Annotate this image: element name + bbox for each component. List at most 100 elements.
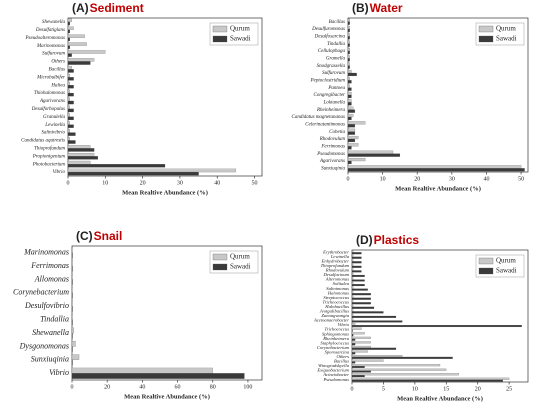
- bar: [347, 153, 401, 157]
- bar: [347, 84, 350, 88]
- bar: [351, 364, 441, 367]
- category-label: Thiohalomonas: [34, 91, 65, 96]
- bar: [351, 286, 354, 289]
- x-tick-label: 5: [382, 386, 385, 392]
- bar: [347, 50, 350, 55]
- title-text: Snail: [94, 229, 123, 243]
- category-label: Trichococcus: [325, 327, 350, 332]
- title-text: Water: [370, 1, 403, 15]
- category-label: Shewanella: [32, 328, 69, 337]
- bar: [71, 266, 73, 272]
- category-label: Rhodovulum: [325, 268, 350, 273]
- bar: [67, 156, 98, 160]
- bar: [347, 62, 350, 66]
- bar: [347, 28, 350, 33]
- category-label: Thioprofundum: [34, 146, 65, 151]
- bar: [347, 109, 356, 113]
- bar: [351, 282, 354, 285]
- category-label: Tricheococcus: [322, 299, 349, 304]
- x-tick-label: 20: [414, 176, 420, 182]
- bar: [351, 356, 453, 359]
- bar: [67, 42, 87, 46]
- bar: [67, 113, 70, 117]
- x-tick-label: 50: [518, 176, 524, 182]
- bar: [347, 143, 359, 147]
- bar: [347, 55, 350, 59]
- legend-swatch: [478, 35, 494, 43]
- category-label: Sphingomonas: [322, 331, 349, 336]
- legend-label: Sawadi: [496, 35, 517, 43]
- category-label: Sunxiuqinia: [321, 166, 345, 171]
- bar: [67, 89, 70, 94]
- x-axis-label: Mean Realtive Abundance (%): [122, 189, 208, 196]
- bar: [347, 124, 356, 128]
- category-label: Photobacterium: [32, 162, 66, 167]
- bar: [351, 334, 354, 337]
- category-label: Erythrobacter: [322, 249, 349, 254]
- category-label: Loktanella: [323, 100, 346, 105]
- bar: [351, 268, 354, 271]
- bar: [67, 66, 72, 70]
- category-label: Lewinella: [44, 123, 65, 128]
- chart-title: (B)Water: [352, 1, 403, 15]
- bar: [351, 264, 354, 267]
- bar: [351, 250, 354, 253]
- bar: [67, 168, 236, 173]
- bar: [71, 279, 73, 285]
- bar: [71, 341, 76, 347]
- category-label: Haliea: [50, 83, 65, 88]
- x-tick-label: 10: [102, 180, 108, 186]
- category-label: Cellulophaga: [318, 49, 346, 54]
- category-label: Granulella: [43, 115, 65, 120]
- legend-label: Qurum: [230, 25, 250, 33]
- bar: [67, 21, 70, 26]
- bar: [347, 106, 354, 110]
- bar: [351, 347, 397, 350]
- category-label: Tindallia: [40, 315, 69, 324]
- bar: [67, 121, 70, 125]
- category-label: Alteromonas: [325, 277, 350, 282]
- bar: [351, 343, 356, 346]
- bar: [351, 352, 356, 355]
- category-label: Others: [336, 354, 349, 359]
- category-label: Vibrio: [49, 368, 69, 377]
- category-label: Others: [51, 60, 65, 65]
- category-label: Desulfovibrio: [24, 301, 69, 310]
- bar: [351, 256, 362, 259]
- legend-swatch: [212, 253, 228, 261]
- category-label: Propionigenium: [32, 154, 66, 159]
- category-label: Vibrio: [338, 322, 350, 327]
- bar: [67, 164, 166, 168]
- bar: [351, 355, 403, 358]
- category-label: Pantoea: [327, 86, 345, 91]
- bar: [351, 309, 354, 312]
- legend-swatch: [212, 35, 228, 43]
- category-label: Streptococcus: [323, 295, 349, 300]
- bar: [351, 261, 362, 264]
- bar: [351, 279, 365, 282]
- bar: [67, 61, 91, 65]
- x-tick-label: 15: [443, 386, 449, 392]
- category-label: Desulfosarcina: [314, 34, 346, 39]
- category-label: Exiguobacterium: [316, 368, 349, 373]
- bar: [67, 77, 74, 81]
- bar: [351, 323, 356, 326]
- bar: [347, 33, 350, 37]
- category-label: Bacillus: [334, 359, 349, 364]
- x-tick-label: 100: [243, 384, 252, 390]
- category-label: Tindallia: [327, 42, 346, 47]
- bar: [351, 277, 354, 280]
- category-label: Shewanella: [42, 20, 66, 25]
- bar: [351, 329, 353, 332]
- legend-swatch: [478, 257, 494, 265]
- category-label: Desulfacinum: [322, 272, 349, 277]
- bar: [67, 18, 72, 23]
- bar: [351, 370, 371, 373]
- bar: [347, 128, 356, 132]
- bar: [347, 146, 352, 150]
- bar: [67, 124, 74, 128]
- bar: [351, 293, 371, 296]
- bar: [351, 377, 510, 380]
- bar: [71, 247, 73, 253]
